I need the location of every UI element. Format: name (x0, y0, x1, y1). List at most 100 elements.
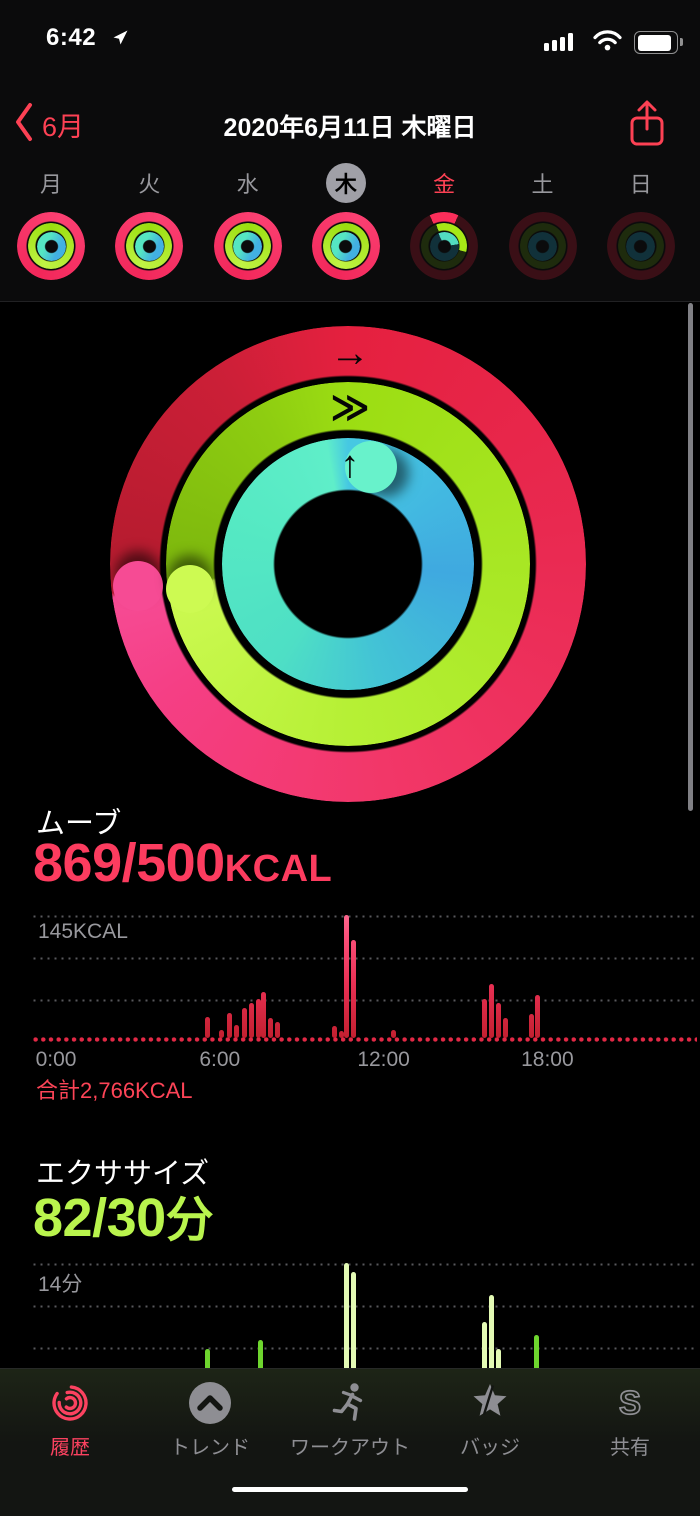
tab-label: 共有 (610, 1437, 650, 1459)
wifi-icon (592, 29, 623, 57)
chart-bar (260, 992, 266, 1038)
stand-up-arrow-icon: ↑ (340, 444, 360, 486)
chart-bar (267, 1018, 273, 1038)
share-icon (630, 100, 664, 146)
mini-activity-rings (410, 212, 479, 280)
day-selector-6[interactable]: 日 (592, 162, 690, 288)
move-total-label: 合計2,766KCAL (36, 1078, 193, 1103)
chart-bar (205, 1348, 210, 1368)
gridline (33, 957, 696, 960)
day-label: 木 (334, 172, 357, 197)
location-arrow-icon (112, 29, 129, 51)
day-label-wrap: 火 (100, 162, 198, 204)
x-axis-tick-label: 0:00 (35, 1048, 77, 1071)
chart-bar (338, 1031, 344, 1038)
svg-text:S: S (619, 1384, 641, 1421)
chart-bar (482, 1321, 488, 1368)
day-label: 土 (531, 172, 554, 197)
chart-bar (233, 1025, 239, 1038)
mini-activity-rings (508, 212, 577, 280)
tab-item-3[interactable]: バッジ (420, 1369, 560, 1479)
day-label-wrap: 土 (494, 162, 592, 204)
gridline (33, 1347, 696, 1350)
chart-bar (351, 1272, 357, 1368)
battery-icon (634, 31, 683, 54)
sharing-s-icon: S (560, 1379, 700, 1427)
week-day-selector: 月火水木金土日 (0, 162, 700, 288)
day-label-wrap: 日 (592, 162, 690, 204)
chart-bar (351, 939, 357, 1038)
mini-ring-layer (233, 231, 263, 261)
chart-bar (218, 1029, 224, 1038)
back-button[interactable]: 6月 (14, 100, 124, 148)
share-button[interactable] (622, 98, 672, 150)
exercise-value-number: 82/30 (33, 1188, 166, 1248)
scrollbar-thumb[interactable] (688, 303, 693, 811)
chart-bar (390, 1029, 396, 1038)
chart-bar (488, 983, 494, 1038)
day-selector-0[interactable]: 月 (2, 162, 100, 288)
x-axis-tick-label: 18:00 (521, 1048, 574, 1071)
status-time: 6:42 (46, 24, 97, 51)
day-selector-1[interactable]: 火 (100, 162, 198, 288)
move-chart[interactable]: 145KCAL 合計2,766KCAL 0:00 6:00 12:00 18:00 (0, 905, 700, 1105)
tab-item-2[interactable]: ワークアウト (280, 1369, 420, 1479)
tab-label: トレンド (170, 1437, 250, 1459)
chart-bar (248, 1003, 254, 1038)
day-selector-3[interactable]: 木 (297, 162, 395, 288)
x-axis-tick-label: 12:00 (357, 1048, 410, 1071)
chart-bar (331, 1026, 337, 1038)
page-title: 2020年6月11日 木曜日 (223, 114, 477, 142)
exercise-chart-max-label: 14分 (38, 1273, 83, 1296)
move-arrow-icon: → (330, 331, 370, 375)
mini-activity-rings (213, 212, 282, 280)
mini-ring-layer (626, 231, 656, 261)
day-selector-5[interactable]: 土 (494, 162, 592, 288)
mini-activity-rings (606, 212, 675, 280)
chart-bar (241, 1008, 247, 1038)
day-label: 月 (39, 172, 62, 197)
chart-bar (258, 1339, 264, 1368)
mini-ring-layer (36, 231, 66, 261)
tab-label: ワークアウト (290, 1437, 410, 1459)
chart-bar (344, 915, 350, 1038)
move-value-number: 869/500 (33, 833, 225, 893)
exercise-chart[interactable]: 14分 (0, 1250, 700, 1368)
day-selector-4[interactable]: 金 (395, 162, 493, 288)
mini-ring-layer (331, 231, 361, 261)
tab-item-4[interactable]: S 共有 (560, 1369, 700, 1479)
day-label: 日 (629, 172, 652, 197)
exercise-value: 82/30分 (33, 1180, 214, 1250)
chart-bar (535, 994, 541, 1038)
back-button-label: 6月 (42, 111, 85, 142)
move-value: 869/500KCAL (33, 832, 332, 894)
chart-bar (488, 1294, 494, 1368)
workout-runner-icon (280, 1379, 420, 1427)
back-chevron-icon (14, 101, 34, 148)
badges-star-icon (420, 1379, 560, 1427)
day-label-wrap: 水 (199, 162, 297, 204)
tab-label: バッジ (460, 1437, 520, 1459)
home-indicator[interactable] (232, 1487, 468, 1492)
tab-item-1[interactable]: トレンド (140, 1369, 280, 1479)
move-chart-max-label: 145KCAL (38, 920, 128, 943)
gridline (33, 915, 696, 918)
gridline (33, 1305, 696, 1308)
tab-label: 履歴 (50, 1437, 90, 1459)
gridline (33, 999, 696, 1002)
mini-ring-layer (528, 231, 557, 261)
chart-bar (274, 1021, 280, 1038)
tab-item-0[interactable]: 履歴 (0, 1369, 140, 1479)
selected-day-circle: 木 (325, 163, 366, 203)
day-label-wrap: 金 (395, 162, 493, 204)
chart-bar (502, 1017, 508, 1038)
day-selector-2[interactable]: 水 (199, 162, 297, 288)
exercise-value-unit: 分 (165, 1194, 215, 1247)
chart-bar (495, 1003, 501, 1038)
gridline (33, 1263, 696, 1266)
day-label: 水 (236, 172, 259, 197)
day-label-wrap: 月 (2, 162, 100, 204)
mini-ring-layer (134, 231, 164, 261)
exercise-section-label: エクササイズ (36, 1158, 210, 1190)
